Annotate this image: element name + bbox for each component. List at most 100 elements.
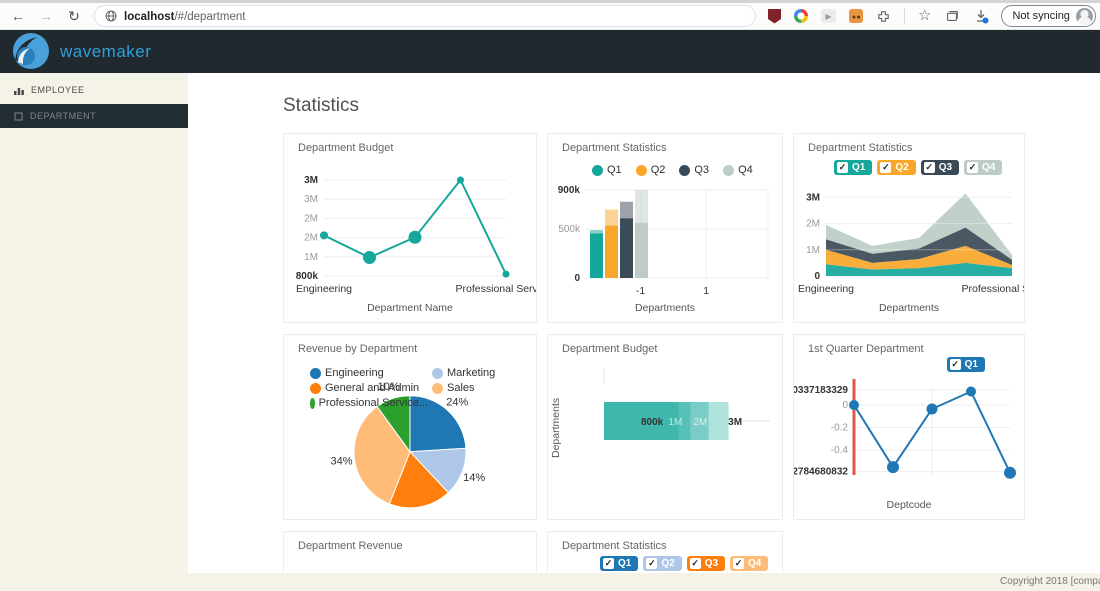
wavemaker-logo-icon (13, 33, 49, 69)
legend-button[interactable]: ✓ Q3 (686, 556, 726, 571)
legend-button[interactable]: Q2 (635, 164, 665, 176)
chart-canvas: 60337183329 0 -0.2 -0.4 12784680832 (794, 379, 1016, 479)
legend-button[interactable]: ✓ Q3 (920, 160, 960, 175)
sidebar-item-label: EMPLOYEE (31, 84, 85, 95)
page-body: EMPLOYEE DEPARTMENT Statistics Departmen… (0, 73, 1100, 573)
x-axis-title: Departments (878, 302, 940, 314)
video-extension-icon[interactable]: ▶ (821, 9, 836, 23)
extensions-row: ▶ ☆ (768, 8, 989, 24)
department-icon (14, 112, 23, 120)
chart-canvas: 800k 1M 2M 3M (603, 369, 770, 440)
chart-title: Department Revenue (298, 540, 403, 552)
svg-text:0: 0 (814, 271, 820, 282)
pie-legend: Engineering Marketing General and Admin Sal… (310, 367, 495, 409)
favorites-icon[interactable]: ☆ (918, 7, 932, 24)
svg-text:2M: 2M (304, 233, 318, 244)
chart-title: Department Statistics (808, 142, 913, 154)
svg-text:900k: 900k (558, 185, 581, 196)
svg-text:3M: 3M (304, 175, 318, 186)
sidebar-item-label: DEPARTMENT (30, 111, 97, 121)
legend-button[interactable]: ✓ Q4 (730, 556, 769, 571)
extensions-puzzle-icon[interactable] (876, 9, 891, 24)
x-axis-title: Deptcode (886, 499, 932, 511)
svg-text:34%: 34% (331, 455, 353, 467)
x-axis-title: Departments (634, 302, 696, 314)
chart-title: Department Statistics (562, 540, 667, 552)
svg-text:14%: 14% (463, 472, 485, 484)
chart-title: 1st Quarter Department (808, 343, 924, 355)
address-bar[interactable]: localhost/#/department (94, 5, 756, 27)
legend-button[interactable]: ✓ Q1 (834, 160, 873, 175)
svg-text:Engineering: Engineering (798, 283, 854, 295)
svg-text:2M: 2M (693, 417, 707, 428)
svg-text:2M: 2M (806, 219, 820, 230)
svg-text:1M: 1M (806, 245, 820, 256)
svg-text:3M: 3M (728, 417, 742, 428)
svg-text:3M: 3M (806, 192, 820, 203)
app-header: wavemaker (0, 30, 1100, 73)
legend-button[interactable]: ✓ Q4 (964, 160, 1003, 175)
chart-legend: Q1 Q2 Q3 Q4 (592, 164, 767, 176)
toolbar-divider (904, 8, 905, 24)
svg-text:60337183329: 60337183329 (794, 385, 848, 396)
sidebar-item-department[interactable]: DEPARTMENT (0, 104, 188, 128)
sidebar-item-employee[interactable]: EMPLOYEE (0, 78, 188, 101)
downloads-icon[interactable] (973, 8, 989, 24)
svg-text:Professional Services: Professional Services (456, 283, 536, 295)
svg-text:12784680832: 12784680832 (794, 467, 848, 478)
legend-item[interactable]: Sales (432, 382, 495, 394)
chart-canvas: 900k 500k 0 -1 1 (558, 185, 769, 297)
legend-item[interactable]: Professional Service... (310, 397, 428, 409)
svg-text:800k: 800k (296, 271, 319, 282)
legend-button[interactable]: ✓ Q2 (877, 160, 916, 175)
svg-text:1: 1 (703, 285, 709, 297)
sync-status-label: Not syncing (1012, 10, 1070, 22)
page-footer: Copyright 2018 [company (0, 573, 1100, 591)
page-title: Statistics (283, 95, 360, 116)
chart-card-stats-bar: Department Statistics 900k 500k 0 -1 1 Depart… (547, 133, 783, 323)
url-path: /#/department (174, 11, 246, 23)
google-extension-icon[interactable] (794, 9, 808, 23)
adblock-extension-icon[interactable] (768, 8, 781, 24)
legend-button[interactable]: Q3 (679, 164, 709, 176)
legend-button[interactable]: Q4 (723, 164, 753, 176)
legend-item[interactable]: Marketing (432, 367, 495, 379)
profile-button[interactable]: Not syncing (1001, 5, 1096, 27)
legend-button[interactable]: ✓ Q1 (600, 556, 639, 571)
legend-item[interactable]: General and Admin (310, 382, 428, 394)
chart-title: Department Budget (298, 142, 394, 154)
svg-text:3M: 3M (304, 194, 318, 205)
svg-text:1M: 1M (668, 417, 682, 428)
chart-canvas (284, 554, 536, 573)
reload-button[interactable]: ↻ (68, 7, 80, 24)
globe-icon (105, 10, 117, 22)
legend-button[interactable]: Q1 (592, 164, 622, 176)
chart-title: Department Budget (562, 343, 658, 355)
chart-card-q1-line: 1st Quarter Department 60337183329 0 -0.2 -… (793, 334, 1025, 520)
svg-text:1M: 1M (304, 252, 318, 263)
y-axis-title: Departments (550, 397, 562, 459)
chart-card-stats-bottom: Department Statistics ✓ Q1 ✓ Q2 ✓ Q3 ✓ Q4 (547, 531, 783, 573)
legend-button[interactable]: ✓ Q1 (946, 357, 985, 372)
sidebar: EMPLOYEE DEPARTMENT (0, 73, 188, 573)
chart-card-budget-line: Department Budget 3M 3M 2M 2M 1M 800k Engineer… (283, 133, 537, 323)
svg-text:-1: -1 (636, 285, 645, 297)
main-content: Statistics Department Budget 3M 3M 2M 2M 1M 8… (188, 73, 1100, 573)
browser-toolbar: ← → ↻ localhost/#/department ▶ ☆ (0, 0, 1100, 30)
profile-avatar (1075, 7, 1093, 25)
chart-card-dept-revenue: Department Revenue (283, 531, 537, 573)
legend-button[interactable]: ✓ Q2 (643, 556, 682, 571)
forward-button[interactable]: → (39, 8, 53, 24)
legend-item[interactable]: Engineering (310, 367, 428, 379)
svg-text:10%: 10% (378, 381, 400, 393)
chart-card-budget-hbar: Department Budget 800k 1M 2M 3M Departments (547, 334, 783, 520)
svg-text:Professional Services: Professional Services (962, 283, 1024, 295)
charts-grid: Department Budget 3M 3M 2M 2M 1M 800k Engineer… (283, 133, 1100, 573)
orange-extension-icon[interactable] (849, 9, 863, 23)
url-host: localhost (124, 11, 175, 23)
chart-card-revenue-pie: Revenue by Department 24%14%18%34%10%Eng… (283, 334, 537, 520)
collections-icon[interactable] (944, 8, 960, 24)
back-button[interactable]: ← (11, 8, 25, 24)
